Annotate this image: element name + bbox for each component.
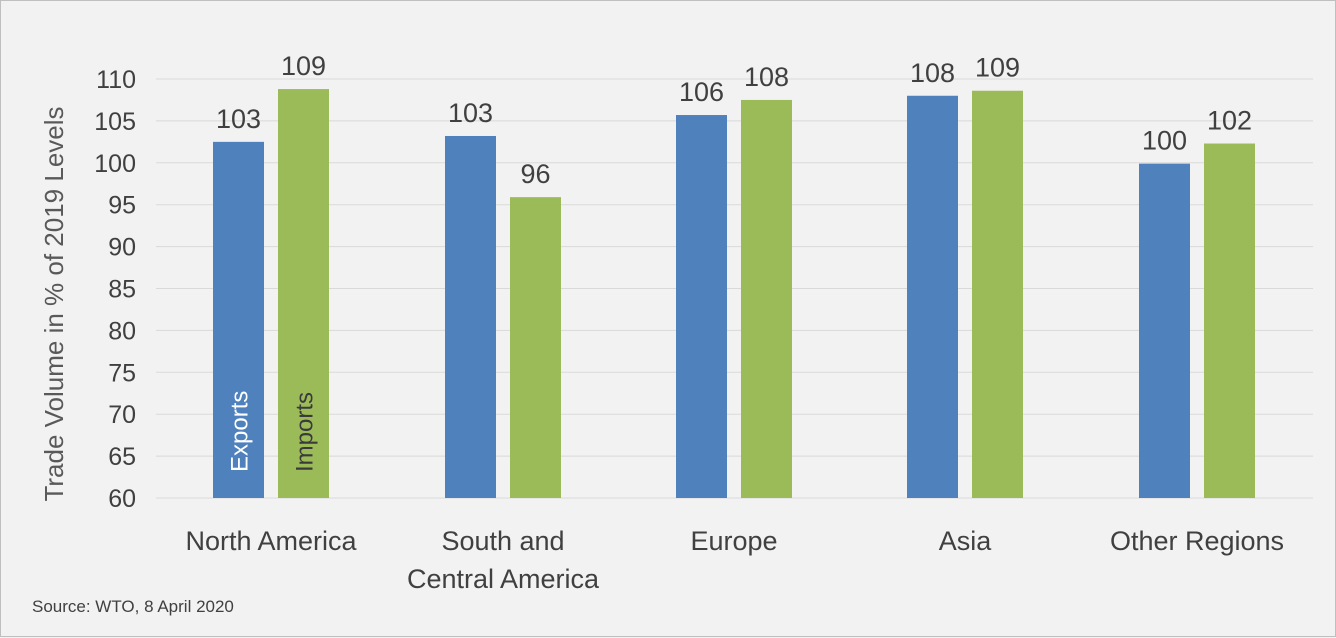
bar-imports-2 [741,99,792,498]
bar-exports-0 [213,141,264,498]
data-label-exports-2: 106 [679,77,724,107]
data-label-imports-3: 109 [975,53,1020,83]
source-note: Source: WTO, 8 April 2020 [32,597,234,616]
data-label-imports-2: 108 [744,62,789,92]
data-label-exports-0: 103 [216,104,261,134]
y-tick-label-100: 100 [94,150,136,178]
y-axis-ticks: 60 65 70 75 80 85 90 95 100 105 110 [94,66,136,513]
bar-exports-4 [1139,163,1190,498]
data-labels: 103 103 106 108 100 109 96 108 109 102 [216,51,1252,189]
bars [213,89,1255,499]
data-label-imports-0: 109 [281,51,326,81]
data-label-exports-1: 103 [448,98,493,128]
bar-imports-3 [972,90,1023,499]
x-tick-label-4: Other Regions [1110,526,1284,556]
x-tick-label-1-line-1: Central America [407,564,600,594]
bar-imports-1 [510,197,561,498]
y-tick-label-95: 95 [108,192,136,220]
x-axis-ticks: North America South and Central America Eur… [185,526,1284,594]
y-tick-label-80: 80 [108,317,136,345]
series-name-imports: Imports [292,392,319,472]
x-tick-label-1-line-0: South and [441,526,564,556]
x-tick-label-3: Asia [939,526,993,556]
bar-imports-4 [1204,143,1255,498]
x-tick-label-0: North America [185,526,357,556]
gridlines [156,78,1313,499]
y-tick-label-90: 90 [108,234,136,262]
series-name-exports: Exports [227,391,254,472]
y-tick-label-65: 65 [108,443,136,471]
y-tick-label-60: 60 [108,485,136,513]
y-tick-label-110: 110 [96,66,136,94]
y-tick-label-70: 70 [108,401,136,429]
x-tick-label-2: Europe [690,526,777,556]
data-label-imports-4: 102 [1207,106,1252,136]
y-tick-label-105: 105 [94,108,136,136]
bar-exports-1 [445,135,496,498]
y-tick-label-75: 75 [108,359,136,387]
bar-imports-0 [278,89,329,498]
data-label-exports-3: 108 [910,58,955,88]
bar-exports-2 [676,115,727,498]
y-axis-label: Trade Volume in % of 2019 Levels [39,106,69,501]
data-label-exports-4: 100 [1142,126,1187,156]
bar-exports-3 [907,95,958,498]
y-tick-label-85: 85 [108,276,136,304]
data-label-imports-1: 96 [520,159,550,189]
series-name-labels: Exports Imports [227,391,319,472]
